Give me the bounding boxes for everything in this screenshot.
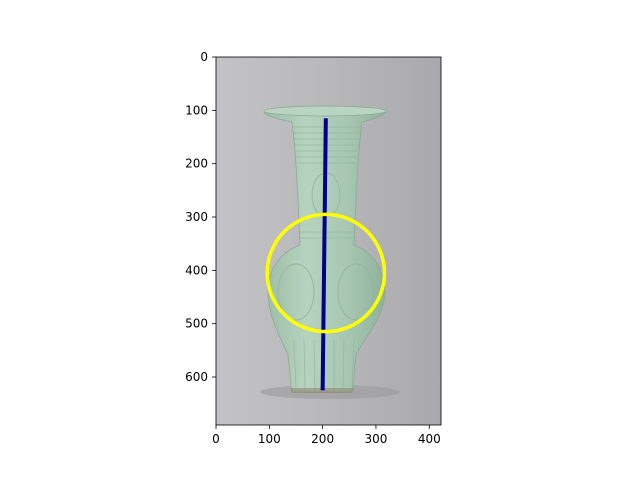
overlay-line [320, 118, 328, 391]
x-tick-label: 200 [311, 432, 334, 446]
y-tick-label: 600 [185, 370, 208, 384]
x-tick-label: 100 [258, 432, 281, 446]
y-tick-label: 300 [185, 210, 208, 224]
vase-foot [290, 388, 354, 393]
vase-ribs [293, 339, 355, 391]
x-tick-label: 300 [364, 432, 387, 446]
x-tick-label: 0 [212, 432, 220, 446]
overlay-circle [265, 212, 387, 334]
vase-mouth [263, 105, 387, 117]
axes-frame [215, 56, 442, 426]
y-tick-label: 0 [200, 50, 208, 64]
y-axis-ticks: 0 100 200 300 400 500 600 [185, 50, 216, 384]
y-tick-label: 400 [185, 263, 208, 277]
axes: 0 100 200 300 400 0 100 200 300 400 500 600 [185, 50, 442, 446]
x-axis-ticks: 0 100 200 300 400 [212, 425, 441, 446]
y-tick-label: 100 [185, 103, 208, 117]
y-tick-label: 500 [185, 317, 208, 331]
vase-photo [216, 57, 441, 425]
x-tick-label: 400 [418, 432, 441, 446]
y-tick-label: 200 [185, 157, 208, 171]
